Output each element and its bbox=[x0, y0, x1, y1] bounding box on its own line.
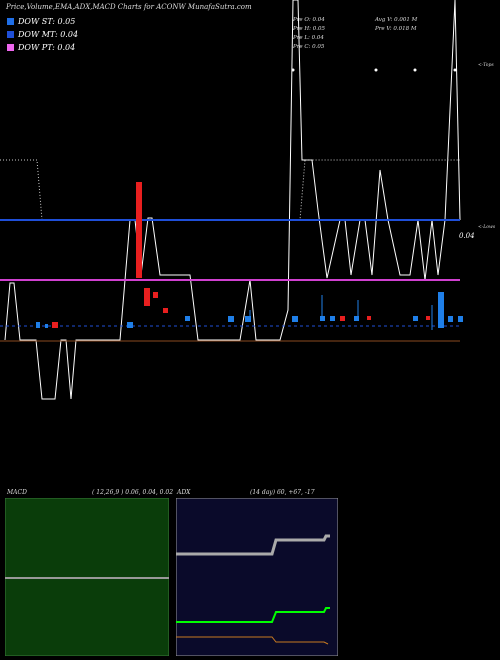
adx-label: ADX bbox=[177, 489, 191, 496]
candle-up bbox=[458, 316, 463, 322]
candle-down bbox=[144, 288, 150, 306]
legend-swatch-mt bbox=[7, 31, 14, 38]
adx-chart bbox=[176, 498, 338, 656]
adx-minus-di-line bbox=[176, 636, 329, 645]
legend-label-pt: DOW PT: 0.04 bbox=[18, 43, 76, 52]
candle-down bbox=[163, 308, 168, 313]
info-pre-open: Pre O: 0.04 bbox=[293, 17, 325, 23]
candle-up bbox=[320, 316, 325, 321]
legend-label-st: DOW ST: 0.05 bbox=[18, 17, 76, 26]
info-pre-volume: Pre V: 0.018 M bbox=[375, 26, 417, 32]
adx-params: (14 day) 60, +67, -17 bbox=[250, 489, 315, 496]
legend-swatch-pt bbox=[7, 44, 14, 51]
macd-params: ( 12,26,9 ) 0.06, 0.04, 0.02 bbox=[92, 489, 174, 496]
tops-label: <-Tops bbox=[478, 63, 494, 68]
adx-line bbox=[176, 607, 330, 623]
info-pre-high: Pre H: 0.05 bbox=[293, 26, 325, 32]
price-line bbox=[4, 0, 461, 400]
adx-plus-di-line bbox=[176, 534, 330, 556]
candle-up bbox=[292, 316, 298, 322]
candle-down bbox=[340, 316, 345, 321]
info-pre-low: Pre L: 0.04 bbox=[293, 35, 324, 41]
macd-label: MACD bbox=[7, 489, 27, 496]
legend-dow-pt: DOW PT: 0.04 bbox=[7, 43, 75, 52]
candle-up bbox=[228, 316, 234, 322]
legend-dow-st: DOW ST: 0.05 bbox=[7, 17, 75, 26]
candle-up bbox=[330, 316, 335, 321]
candle-up bbox=[245, 316, 251, 322]
candle-down bbox=[136, 182, 142, 278]
candle-down bbox=[367, 316, 371, 320]
candles bbox=[36, 182, 463, 328]
candle-down bbox=[52, 322, 58, 328]
macd-chart bbox=[5, 498, 169, 656]
info-pre-close: Pre C: 0.05 bbox=[293, 44, 325, 50]
top-markers bbox=[291, 68, 457, 72]
candle-up bbox=[127, 322, 133, 328]
candle-up bbox=[413, 316, 418, 321]
candle-wicks bbox=[249, 295, 433, 330]
chart-title: Price,Volume,EMA,ADX,MACD Charts for ACO… bbox=[6, 3, 252, 11]
candle-up bbox=[36, 322, 40, 328]
legend-label-mt: DOW MT: 0.04 bbox=[18, 30, 79, 39]
price-chart bbox=[0, 0, 463, 400]
info-avg-volume: Avg V: 0.001 M bbox=[375, 17, 418, 23]
price-label: 0.04 bbox=[459, 232, 475, 240]
candle-up bbox=[45, 324, 48, 328]
candle-down bbox=[153, 292, 158, 298]
candle-down bbox=[426, 316, 430, 320]
legend-swatch-st bbox=[7, 18, 14, 25]
candle-up bbox=[185, 316, 190, 321]
legend-dow-mt: DOW MT: 0.04 bbox=[7, 30, 78, 39]
candle-up bbox=[354, 316, 359, 321]
lows-label: <-Lows bbox=[478, 225, 496, 230]
candle-up bbox=[448, 316, 453, 322]
candle-up bbox=[438, 292, 444, 328]
dotted-ema-line bbox=[0, 159, 460, 221]
